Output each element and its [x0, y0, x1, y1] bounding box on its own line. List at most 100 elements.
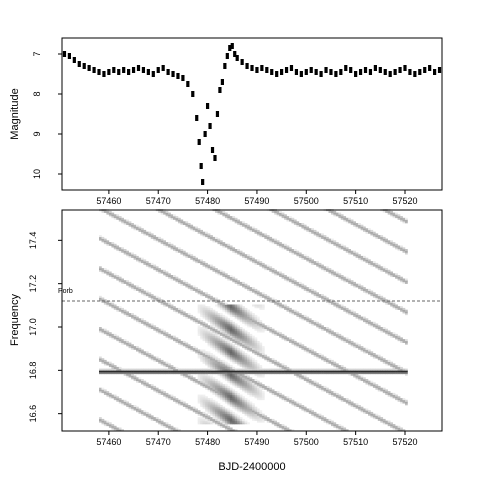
power-spectrum-cell [145, 321, 149, 324]
power-spectrum-cell [239, 254, 243, 257]
power-spectrum-cell [244, 391, 248, 394]
power-spectrum-cell [293, 313, 297, 316]
power-spectrum-cell [126, 254, 129, 257]
power-spectrum-x-axis: 57460 57470 57480 57490 57500 57510 57520 [96, 431, 418, 447]
power-spectrum-cell [387, 212, 391, 215]
power-spectrum-cell [266, 299, 270, 302]
power-spectrum-cell [333, 302, 337, 305]
power-spectrum-cell [318, 325, 322, 328]
power-spectrum-cell [291, 342, 295, 345]
power-spectrum-cell [200, 290, 203, 293]
power-spectrum-cell [234, 280, 238, 283]
power-spectrum-cell [197, 351, 201, 354]
power-spectrum-cell [178, 372, 181, 375]
power-spectrum-cell [385, 210, 388, 213]
power-spectrum-cell [254, 340, 258, 343]
power-spectrum-cell [173, 216, 176, 219]
power-spectrum-cell [400, 340, 403, 343]
power-spectrum-cell [232, 359, 236, 362]
power-spectrum-cell [266, 264, 270, 267]
power-spectrum-cell [242, 313, 245, 316]
power-spectrum-cell [180, 344, 184, 347]
power-spectrum-cell [219, 424, 223, 427]
power-spectrum-cell [254, 408, 258, 411]
power-spectrum-cell [197, 349, 201, 352]
power-spectrum-cell [215, 366, 218, 369]
power-spectrum-cell [229, 418, 233, 421]
power-spectrum-cell [370, 354, 374, 357]
power-spectrum-cell [234, 307, 238, 310]
power-spectrum-cell [165, 392, 169, 395]
power-spectrum-cell [252, 288, 255, 291]
power-spectrum-cell [182, 254, 186, 257]
power-spectrum-cell [219, 273, 223, 276]
power-spectrum-cell [197, 368, 201, 371]
power-spectrum-cell [392, 304, 396, 307]
power-spectrum-cell [256, 351, 260, 354]
power-spectrum-cell [259, 417, 263, 420]
power-spectrum-cell [207, 398, 211, 401]
power-spectrum-cell [187, 377, 191, 380]
power-spectrum-cell [116, 339, 120, 342]
light-curve-point [373, 65, 377, 71]
power-spectrum-cell [197, 330, 201, 333]
power-spectrum-cell [350, 281, 354, 284]
power-spectrum-cell [365, 320, 369, 323]
power-spectrum-cell [227, 353, 231, 356]
power-spectrum-cell [303, 228, 307, 231]
power-spectrum-cell [355, 314, 359, 317]
power-spectrum-cell [256, 384, 260, 387]
power-spectrum-cell [242, 396, 245, 399]
power-spectrum-cell [227, 318, 231, 321]
power-spectrum-cell [99, 268, 102, 271]
power-spectrum-cell [210, 320, 213, 323]
power-spectrum-cell [368, 410, 371, 413]
power-spectrum-cell [355, 346, 359, 349]
power-spectrum-cell [232, 314, 236, 317]
power-spectrum-cell [212, 413, 216, 416]
power-spectrum-cell [229, 332, 233, 335]
power-spectrum-cell [165, 302, 169, 305]
power-spectrum-cell [187, 224, 191, 227]
power-spectrum-cell [219, 425, 223, 428]
power-spectrum-cell [256, 380, 260, 383]
power-spectrum-cell [252, 347, 255, 350]
power-spectrum-cell [192, 288, 196, 291]
power-spectrum-cell [118, 307, 122, 310]
power-spectrum-cell [200, 351, 203, 354]
power-spectrum-cell [210, 318, 213, 321]
power-spectrum-cell [108, 422, 112, 425]
power-spectrum-cell [244, 335, 248, 338]
power-spectrum-cell [316, 323, 319, 326]
power-spectrum-cell [165, 210, 169, 213]
power-spectrum-cell [239, 372, 243, 375]
power-spectrum-cell [311, 384, 314, 387]
power-spectrum-cell [318, 264, 322, 267]
power-spectrum-cell [405, 313, 408, 316]
power-spectrum-cell [247, 422, 250, 425]
power-spectrum-cell [217, 240, 221, 243]
power-spectrum-cell [229, 342, 233, 345]
power-spectrum-cell [400, 401, 403, 404]
power-spectrum-cell [227, 420, 231, 423]
power-spectrum-cell [286, 427, 290, 430]
power-spectrum-cell [252, 382, 255, 385]
power-spectrum-cell [232, 417, 236, 420]
power-spectrum-cell [210, 268, 213, 271]
power-spectrum-cell [205, 292, 208, 295]
power-spectrum-cell [234, 394, 238, 397]
power-spectrum-cell [397, 216, 401, 219]
power-spectrum-cell [229, 358, 233, 361]
power-spectrum-cell [126, 372, 129, 375]
power-spectrum-cell [227, 372, 231, 375]
power-spectrum-cell [217, 323, 221, 326]
power-spectrum-cell [205, 359, 208, 362]
power-spectrum-cell [382, 370, 386, 373]
light-curve-point [210, 147, 215, 153]
power-spectrum-cell [202, 351, 206, 354]
power-spectrum-cell [239, 316, 243, 319]
power-spectrum-cell [145, 233, 149, 236]
power-spectrum-cell [187, 373, 191, 376]
power-spectrum-cell [239, 339, 243, 342]
power-spectrum-cell [296, 224, 300, 227]
